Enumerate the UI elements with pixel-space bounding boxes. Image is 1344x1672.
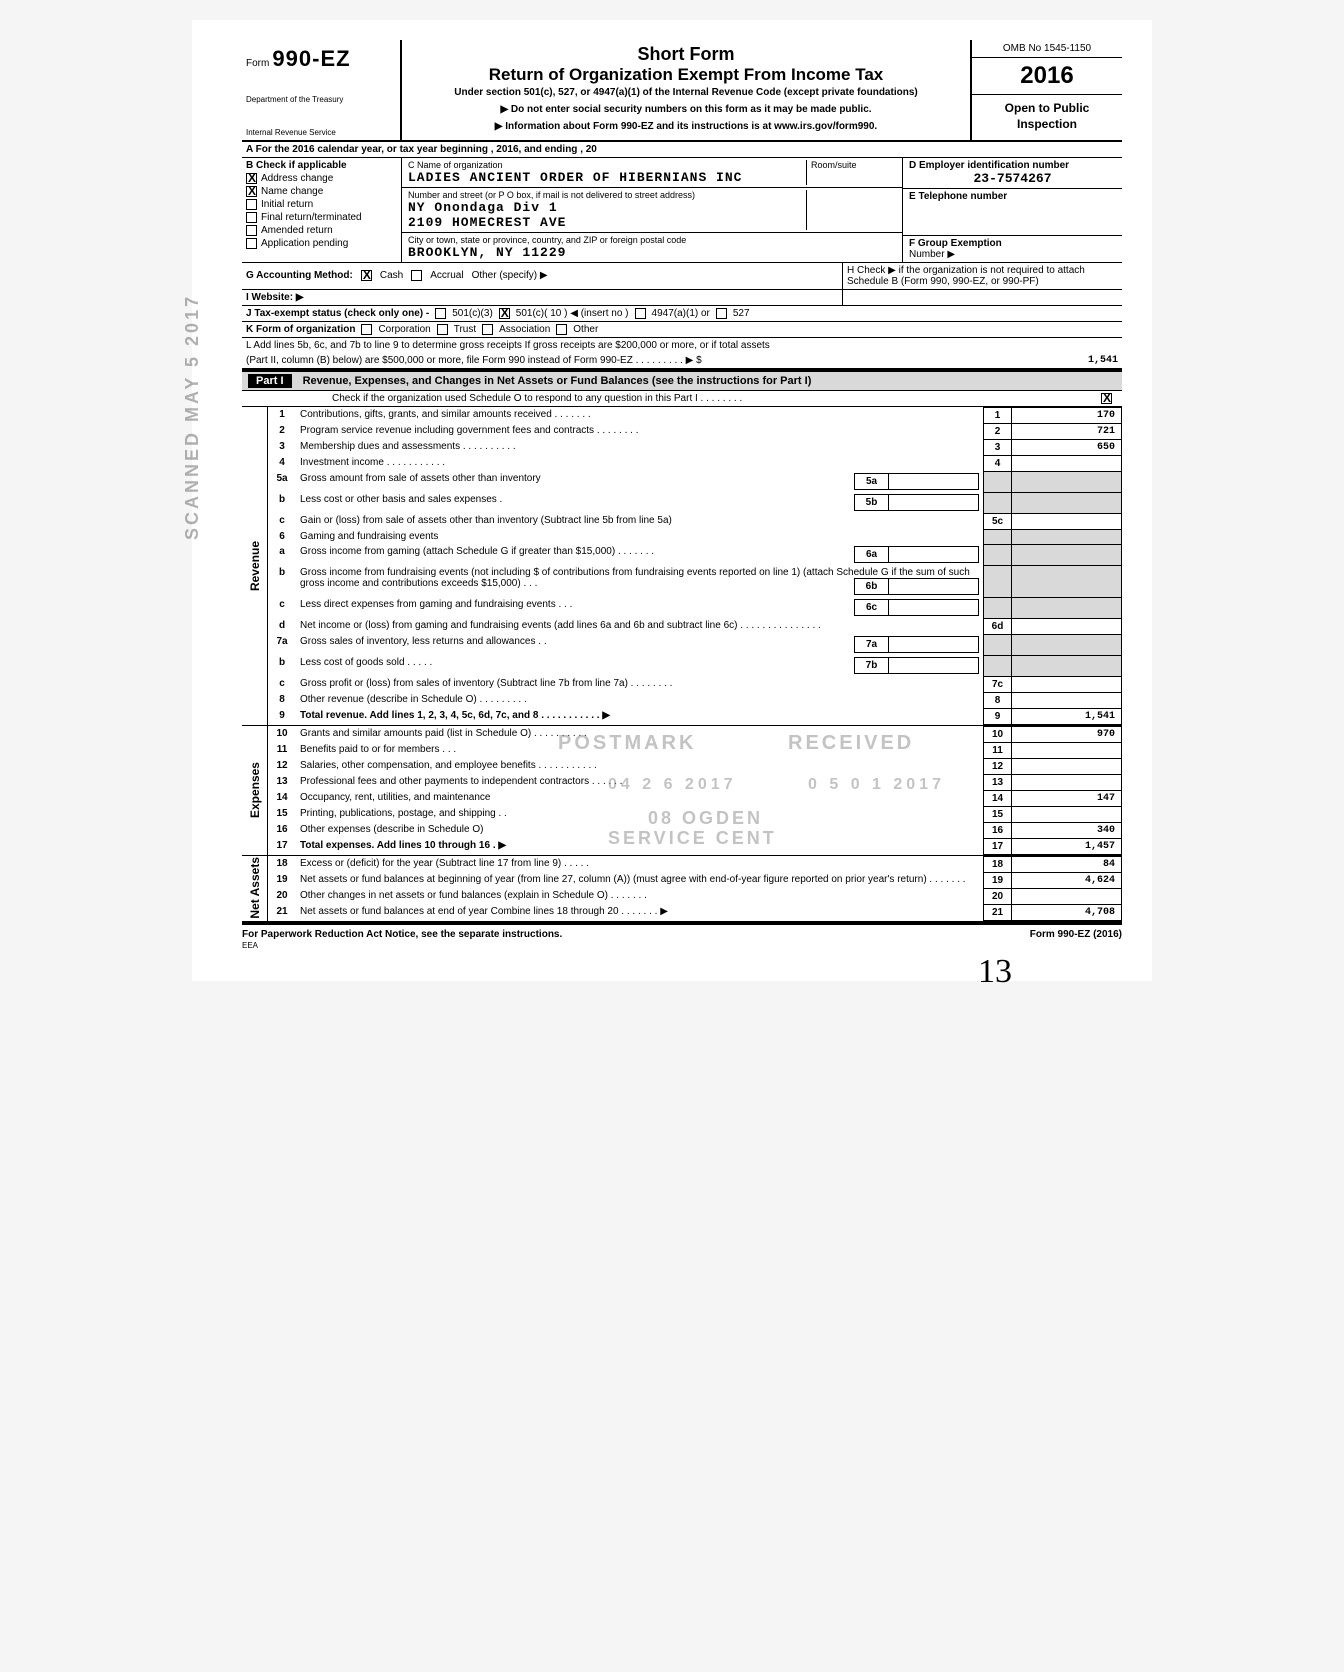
k-label: K Form of organization xyxy=(246,324,355,335)
f-label2: Number ▶ xyxy=(909,249,1116,260)
footer-left: For Paperwork Reduction Act Notice, see … xyxy=(242,929,562,940)
section-bcdef: B Check if applicable Address change Nam… xyxy=(242,158,1122,263)
chk-accrual[interactable] xyxy=(411,270,422,281)
omb-number: OMB No 1545-1150 xyxy=(972,40,1122,58)
part1-title: Revenue, Expenses, and Changes in Net As… xyxy=(303,375,812,387)
c-label: C Name of organization xyxy=(408,160,806,170)
netassets-block: Net Assets 18Excess or (deficit) for the… xyxy=(242,855,1122,923)
handwritten-division: NY Onondaga Div 1 xyxy=(408,200,806,215)
chk-final-return[interactable] xyxy=(246,212,257,223)
lbl-4947a1: 4947(a)(1) or xyxy=(652,308,710,319)
lbl-cash: Cash xyxy=(380,270,403,281)
footer-right: Form 990-EZ (2016) xyxy=(1030,929,1122,951)
chk-schedule-o[interactable] xyxy=(1101,393,1112,404)
lbl-trust: Trust xyxy=(454,324,476,335)
netassets-label: Net Assets xyxy=(248,857,262,919)
lbl-accrual: Accrual xyxy=(430,270,463,281)
handwritten-13: 13 xyxy=(978,953,1012,991)
revenue-table: 1Contributions, gifts, grants, and simil… xyxy=(268,407,1122,725)
expenses-block: Expenses POSTMARK RECEIVED 04 2 6 2017 0… xyxy=(242,725,1122,855)
form-label: Form xyxy=(246,58,269,69)
footer: For Paperwork Reduction Act Notice, see … xyxy=(242,923,1122,951)
right-col-def: D Employer identification number 23-7574… xyxy=(902,158,1122,262)
street-address: 2109 HOMECREST AVE xyxy=(408,215,806,230)
lbl-other-org: Other xyxy=(573,324,598,335)
chk-trust[interactable] xyxy=(437,324,448,335)
chk-address-change[interactable] xyxy=(246,173,257,184)
chk-corp[interactable] xyxy=(361,324,372,335)
part1-header: Part I Revenue, Expenses, and Changes in… xyxy=(242,370,1122,391)
part1-sub: Check if the organization used Schedule … xyxy=(332,393,1101,404)
lbl-initial-return: Initial return xyxy=(261,199,313,210)
checks-b-label: B Check if applicable xyxy=(246,160,397,171)
chk-527[interactable] xyxy=(716,308,727,319)
row-l2: (Part II, column (B) below) are $500,000… xyxy=(246,355,1008,366)
org-block: C Name of organization LADIES ANCIENT OR… xyxy=(402,158,902,262)
g-label: G Accounting Method: xyxy=(246,270,353,281)
e-label: E Telephone number xyxy=(909,191,1116,202)
footer-eea: EEA xyxy=(242,941,258,950)
open-public: Open to Public Inspection xyxy=(972,95,1122,138)
row-a: A For the 2016 calendar year, or tax yea… xyxy=(242,142,1122,158)
form-header: Form 990-EZ Department of the Treasury I… xyxy=(242,40,1122,142)
j-label: J Tax-exempt status (check only one) - xyxy=(246,308,429,319)
chk-other-org[interactable] xyxy=(556,324,567,335)
lbl-other-method: Other (specify) ▶ xyxy=(472,270,548,281)
h-label: H Check ▶ if the organization is not req… xyxy=(847,265,1085,287)
chk-501c3[interactable] xyxy=(435,308,446,319)
f-label: F Group Exemption xyxy=(909,238,1116,249)
dept-irs: Internal Revenue Service xyxy=(246,129,396,138)
revenue-label: Revenue xyxy=(248,541,262,591)
note-info: ▶ Information about Form 990-EZ and its … xyxy=(410,121,962,132)
lbl-name-change: Name change xyxy=(261,186,323,197)
row-l1: L Add lines 5b, 6c, and 7b to line 9 to … xyxy=(242,338,1122,353)
title-short-form: Short Form xyxy=(410,44,962,65)
form-year: 2016 xyxy=(972,58,1122,95)
lbl-501c3: 501(c)(3) xyxy=(452,308,493,319)
row-l-amount: 1,541 xyxy=(1008,355,1118,366)
chk-501cx[interactable] xyxy=(499,308,510,319)
lbl-527: 527 xyxy=(733,308,750,319)
lbl-address-change: Address change xyxy=(261,173,333,184)
form-page: SCANNED MAY 5 2017 Form 990-EZ Departmen… xyxy=(192,20,1152,981)
note-ssn: ▶ Do not enter social security numbers o… xyxy=(410,104,962,115)
city-state-zip: BROOKLYN, NY 11229 xyxy=(408,245,896,260)
scanned-stamp: SCANNED MAY 5 2017 xyxy=(182,294,203,540)
expenses-table: 10Grants and similar amounts paid (list … xyxy=(268,726,1122,855)
form-number: 990-EZ xyxy=(272,46,350,71)
subtitle: Under section 501(c), 527, or 4947(a)(1)… xyxy=(410,87,962,98)
d-label: D Employer identification number xyxy=(909,160,1116,171)
ein: 23-7574267 xyxy=(909,171,1116,186)
city-label: City or town, state or province, country… xyxy=(408,235,896,245)
title-return: Return of Organization Exempt From Incom… xyxy=(410,65,962,85)
chk-initial-return[interactable] xyxy=(246,199,257,210)
lbl-application-pending: Application pending xyxy=(261,238,348,249)
lbl-501cx: 501(c)( 10 ) ◀ (insert no ) xyxy=(516,308,629,319)
chk-name-change[interactable] xyxy=(246,186,257,197)
checks-b: B Check if applicable Address change Nam… xyxy=(242,158,402,262)
lbl-assoc: Association xyxy=(499,324,550,335)
revenue-block: Revenue 1Contributions, gifts, grants, a… xyxy=(242,407,1122,725)
part1-label: Part I xyxy=(248,374,292,388)
chk-assoc[interactable] xyxy=(482,324,493,335)
room-label: Room/suite xyxy=(811,160,896,170)
expenses-label: Expenses xyxy=(248,762,262,818)
org-name: LADIES ANCIENT ORDER OF HIBERNIANS INC xyxy=(408,170,806,185)
chk-cash[interactable] xyxy=(361,270,372,281)
chk-amended-return[interactable] xyxy=(246,225,257,236)
chk-4947a1[interactable] xyxy=(635,308,646,319)
dept-treasury: Department of the Treasury xyxy=(246,96,396,105)
lbl-final-return: Final return/terminated xyxy=(261,212,362,223)
addr-label: Number and street (or P O box, if mail i… xyxy=(408,190,806,200)
netassets-table: 18Excess or (deficit) for the year (Subt… xyxy=(268,856,1122,921)
row-i: I Website: ▶ xyxy=(242,290,842,305)
lbl-corp: Corporation xyxy=(378,324,430,335)
chk-application-pending[interactable] xyxy=(246,238,257,249)
lbl-amended-return: Amended return xyxy=(261,225,333,236)
